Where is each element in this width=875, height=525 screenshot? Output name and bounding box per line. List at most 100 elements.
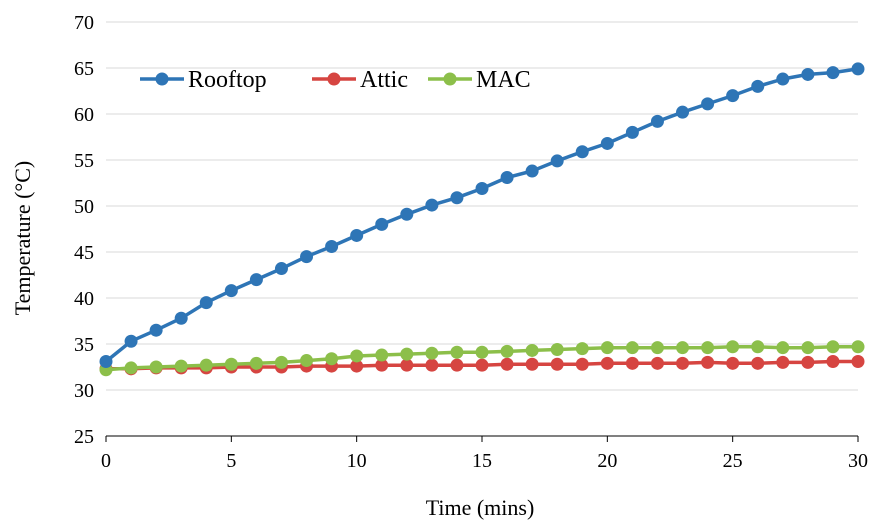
rooftop-point <box>701 97 715 111</box>
series-mac <box>99 340 865 377</box>
mac-point <box>149 360 163 374</box>
rooftop-point <box>550 154 564 168</box>
rooftop-point <box>650 114 664 128</box>
attic-point <box>625 356 639 370</box>
rooftop-point <box>174 311 188 325</box>
y-tick-label: 55 <box>74 150 94 172</box>
rooftop-point <box>776 72 790 86</box>
rooftop-point <box>325 239 339 253</box>
mac-point <box>350 349 364 363</box>
legend-item-mac: MAC <box>428 67 531 93</box>
mac-point <box>400 347 414 361</box>
x-axis-ticks: 0 5 10 15 20 25 30 <box>101 436 868 472</box>
mac-point <box>726 340 740 354</box>
attic-point <box>751 356 765 370</box>
rooftop-point <box>525 164 539 178</box>
y-tick-label: 65 <box>74 58 94 80</box>
mac-point <box>625 341 639 355</box>
attic-point <box>826 354 840 368</box>
mac-point <box>701 341 715 355</box>
rooftop-point <box>124 334 138 348</box>
rooftop-point <box>249 273 263 287</box>
rooftop-point <box>274 262 288 276</box>
rooftop-point <box>676 105 690 119</box>
x-tick-label: 5 <box>226 450 236 472</box>
legend-swatch-marker <box>443 72 457 86</box>
mac-point <box>224 357 238 371</box>
mac-point <box>375 348 389 362</box>
x-tick-label: 25 <box>723 450 743 472</box>
rooftop-point <box>726 89 740 103</box>
legend-item-rooftop: Rooftop <box>140 67 267 93</box>
rooftop-point <box>149 323 163 337</box>
y-tick-label: 70 <box>74 12 94 34</box>
x-axis-label: Time (mins) <box>426 495 535 520</box>
attic-point <box>600 356 614 370</box>
mac-point <box>650 341 664 355</box>
attic-point <box>400 358 414 372</box>
y-axis-label: Temperature (°C) <box>10 161 35 315</box>
legend-label: Attic <box>360 67 408 93</box>
attic-point <box>500 357 514 371</box>
gridlines <box>106 21 858 391</box>
x-tick-label: 0 <box>101 450 111 472</box>
mac-point <box>550 343 564 357</box>
rooftop-point <box>851 62 865 76</box>
rooftop-point <box>826 66 840 80</box>
series-group <box>99 62 865 377</box>
mac-point <box>600 341 614 355</box>
x-tick-label: 15 <box>472 450 492 472</box>
attic-point <box>575 357 589 371</box>
mac-point <box>124 361 138 375</box>
mac-point <box>450 345 464 359</box>
mac-point <box>776 341 790 355</box>
rooftop-point <box>99 354 113 368</box>
attic-point <box>726 356 740 370</box>
y-tick-label: 60 <box>74 104 94 126</box>
mac-point <box>801 341 815 355</box>
rooftop-point <box>224 284 238 298</box>
attic-point <box>450 358 464 372</box>
mac-point <box>199 358 213 372</box>
attic-point <box>350 359 364 373</box>
rooftop-point <box>500 170 514 184</box>
x-tick-label: 30 <box>848 450 868 472</box>
attic-point <box>701 355 715 369</box>
legend-label: MAC <box>476 67 531 93</box>
series-rooftop <box>99 62 865 368</box>
rooftop-point <box>751 79 765 93</box>
attic-point <box>801 355 815 369</box>
mac-point <box>249 356 263 370</box>
x-tick-label: 20 <box>597 450 617 472</box>
attic-point <box>550 357 564 371</box>
rooftop-point <box>425 198 439 212</box>
rooftop-point <box>450 191 464 205</box>
x-tick-label: 10 <box>347 450 367 472</box>
attic-point <box>525 357 539 371</box>
attic-point <box>676 356 690 370</box>
mac-point <box>575 342 589 356</box>
mac-point <box>425 346 439 360</box>
rooftop-point <box>300 250 314 264</box>
rooftop-point <box>199 296 213 310</box>
y-tick-label: 25 <box>74 426 94 448</box>
legend-label: Rooftop <box>188 67 267 93</box>
attic-point <box>851 354 865 368</box>
y-tick-label: 35 <box>74 334 94 356</box>
rooftop-point <box>801 67 815 81</box>
rooftop-point <box>475 182 489 196</box>
y-axis-ticks: 25 30 35 40 45 50 55 60 65 70 <box>74 12 94 448</box>
mac-point <box>300 354 314 368</box>
mac-point <box>475 345 489 359</box>
legend-item-attic: Attic <box>312 67 408 93</box>
y-tick-label: 45 <box>74 242 94 264</box>
rooftop-line <box>104 67 859 363</box>
mac-point <box>274 355 288 369</box>
y-tick-label: 40 <box>74 288 94 310</box>
mac-point <box>525 343 539 357</box>
rooftop-point <box>350 228 364 242</box>
attic-point <box>776 355 790 369</box>
mac-point <box>500 344 514 358</box>
rooftop-point <box>575 145 589 159</box>
